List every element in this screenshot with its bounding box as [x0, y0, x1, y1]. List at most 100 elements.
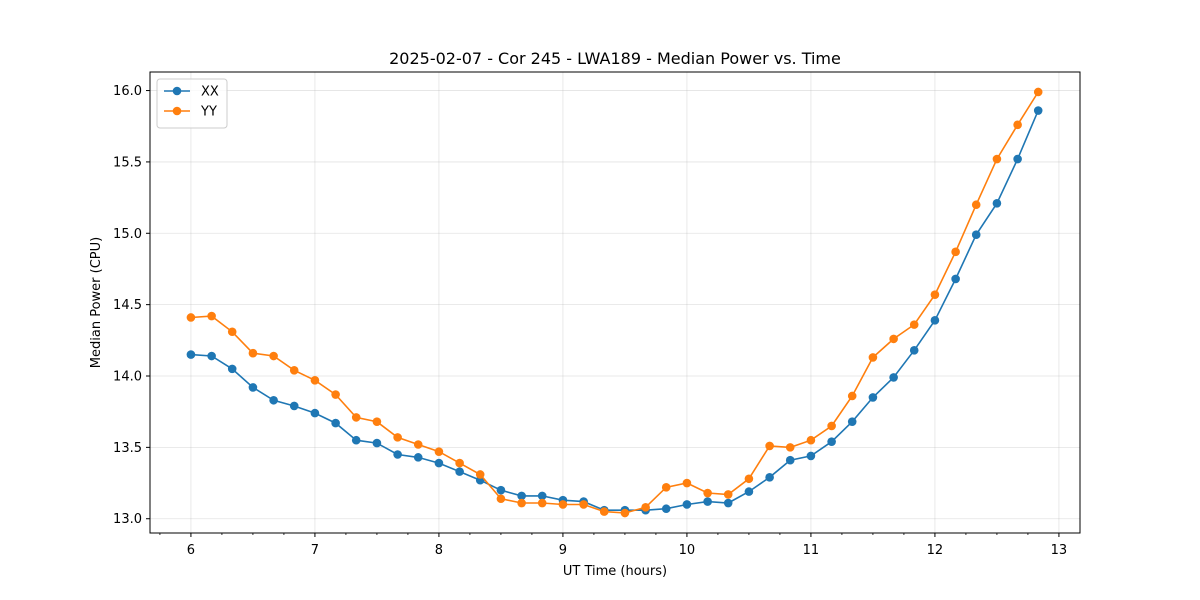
data-point-yy	[723, 490, 733, 499]
x-tick-label: 12	[927, 543, 944, 558]
data-point-yy	[269, 351, 278, 361]
data-point-xx	[744, 487, 754, 496]
data-point-yy	[868, 353, 878, 362]
data-point-yy	[765, 441, 774, 451]
x-tick-label: 11	[803, 543, 820, 558]
y-tick-label: 15.5	[113, 155, 142, 170]
data-point-xx	[868, 393, 878, 402]
data-point-xx	[889, 373, 898, 382]
data-point-xx	[909, 346, 919, 355]
data-point-xx	[351, 435, 361, 445]
data-point-xx	[806, 451, 816, 461]
data-point-yy	[930, 290, 940, 299]
data-point-yy	[909, 320, 919, 329]
y-tick-label: 16.0	[113, 84, 142, 99]
data-point-xx	[930, 316, 940, 325]
legend: XX YY	[156, 78, 228, 129]
data-point-yy	[537, 498, 547, 508]
data-point-yy	[1013, 120, 1022, 130]
y-tick-label: 13.0	[113, 512, 142, 527]
y-tick-label: 14.5	[113, 298, 142, 313]
data-point-yy	[682, 478, 692, 488]
data-point-xx	[537, 491, 547, 501]
data-point-yy	[806, 435, 816, 445]
data-point-yy	[992, 154, 1002, 164]
x-tick-label: 6	[187, 543, 195, 558]
data-point-xx	[992, 199, 1002, 208]
data-point-yy	[599, 507, 609, 516]
x-tick-label: 13	[1051, 543, 1068, 558]
x-tick-label: 7	[311, 543, 319, 558]
data-point-yy	[1033, 87, 1043, 97]
data-point-xx	[186, 350, 196, 359]
data-point-yy	[620, 508, 630, 518]
y-tick-label: 14.0	[113, 370, 142, 385]
data-point-yy	[641, 503, 650, 512]
legend-marker-yy	[172, 106, 182, 116]
data-point-yy	[496, 494, 506, 504]
x-tick-label: 9	[559, 543, 567, 558]
data-point-xx	[496, 485, 506, 495]
data-point-xx	[765, 473, 774, 482]
x-tick-label: 10	[679, 543, 696, 558]
data-point-yy	[227, 327, 237, 337]
data-point-yy	[372, 417, 382, 426]
data-point-xx	[703, 497, 712, 506]
data-point-xx	[682, 500, 692, 509]
data-point-yy	[558, 500, 568, 509]
data-point-xx	[248, 383, 258, 392]
data-point-yy	[744, 474, 754, 484]
data-point-xx	[372, 438, 382, 448]
data-point-xx	[455, 467, 464, 476]
data-point-xx	[331, 418, 340, 428]
data-point-yy	[310, 375, 320, 385]
data-point-yy	[475, 470, 485, 479]
data-point-xx	[971, 230, 981, 240]
data-point-xx	[827, 437, 836, 446]
chart-title: 2025-02-07 - Cor 245 - LWA189 - Median P…	[389, 49, 841, 68]
data-point-yy	[331, 390, 340, 399]
x-axis-label: UT Time (hours)	[563, 564, 667, 579]
data-point-yy	[351, 413, 361, 422]
legend-label-yy: YY	[200, 105, 217, 120]
data-point-xx	[1013, 154, 1022, 164]
data-point-yy	[434, 447, 444, 456]
data-point-yy	[248, 348, 258, 358]
data-point-yy	[413, 440, 423, 449]
data-point-yy	[661, 483, 671, 492]
data-point-yy	[703, 488, 712, 498]
data-point-xx	[723, 498, 733, 508]
data-point-yy	[393, 433, 402, 442]
data-point-xx	[227, 364, 237, 374]
data-point-xx	[951, 274, 960, 284]
y-tick-label: 15.0	[113, 227, 142, 242]
data-point-yy	[289, 365, 299, 375]
data-point-yy	[889, 334, 898, 344]
data-point-xx	[207, 351, 216, 361]
grid-lines	[150, 72, 1080, 533]
data-point-xx	[785, 455, 795, 465]
data-point-yy	[517, 498, 526, 508]
data-point-yy	[971, 200, 981, 210]
data-point-yy	[951, 247, 960, 257]
data-point-xx	[393, 450, 402, 459]
legend-label-xx: XX	[201, 85, 219, 100]
data-point-yy	[785, 443, 795, 452]
data-point-yy	[847, 391, 857, 401]
data-point-yy	[455, 458, 464, 468]
data-point-xx	[269, 395, 278, 405]
data-point-xx	[1033, 106, 1043, 115]
data-point-xx	[413, 453, 423, 462]
data-point-xx	[434, 458, 444, 468]
data-point-yy	[827, 421, 836, 431]
data-point-yy	[207, 311, 216, 321]
data-point-xx	[289, 401, 299, 411]
data-point-xx	[847, 417, 857, 426]
y-tick-label: 13.5	[113, 441, 142, 456]
plot-area-frame	[149, 71, 1081, 534]
data-point-yy	[186, 313, 196, 322]
y-axis-label: Median Power (CPU)	[89, 237, 104, 368]
data-point-xx	[517, 491, 526, 501]
axis-ticks: 6 7 8 9 10 11 12 13 13.0 13.5 14.0 14.5 15.0 15.5 16.0	[113, 84, 1067, 558]
